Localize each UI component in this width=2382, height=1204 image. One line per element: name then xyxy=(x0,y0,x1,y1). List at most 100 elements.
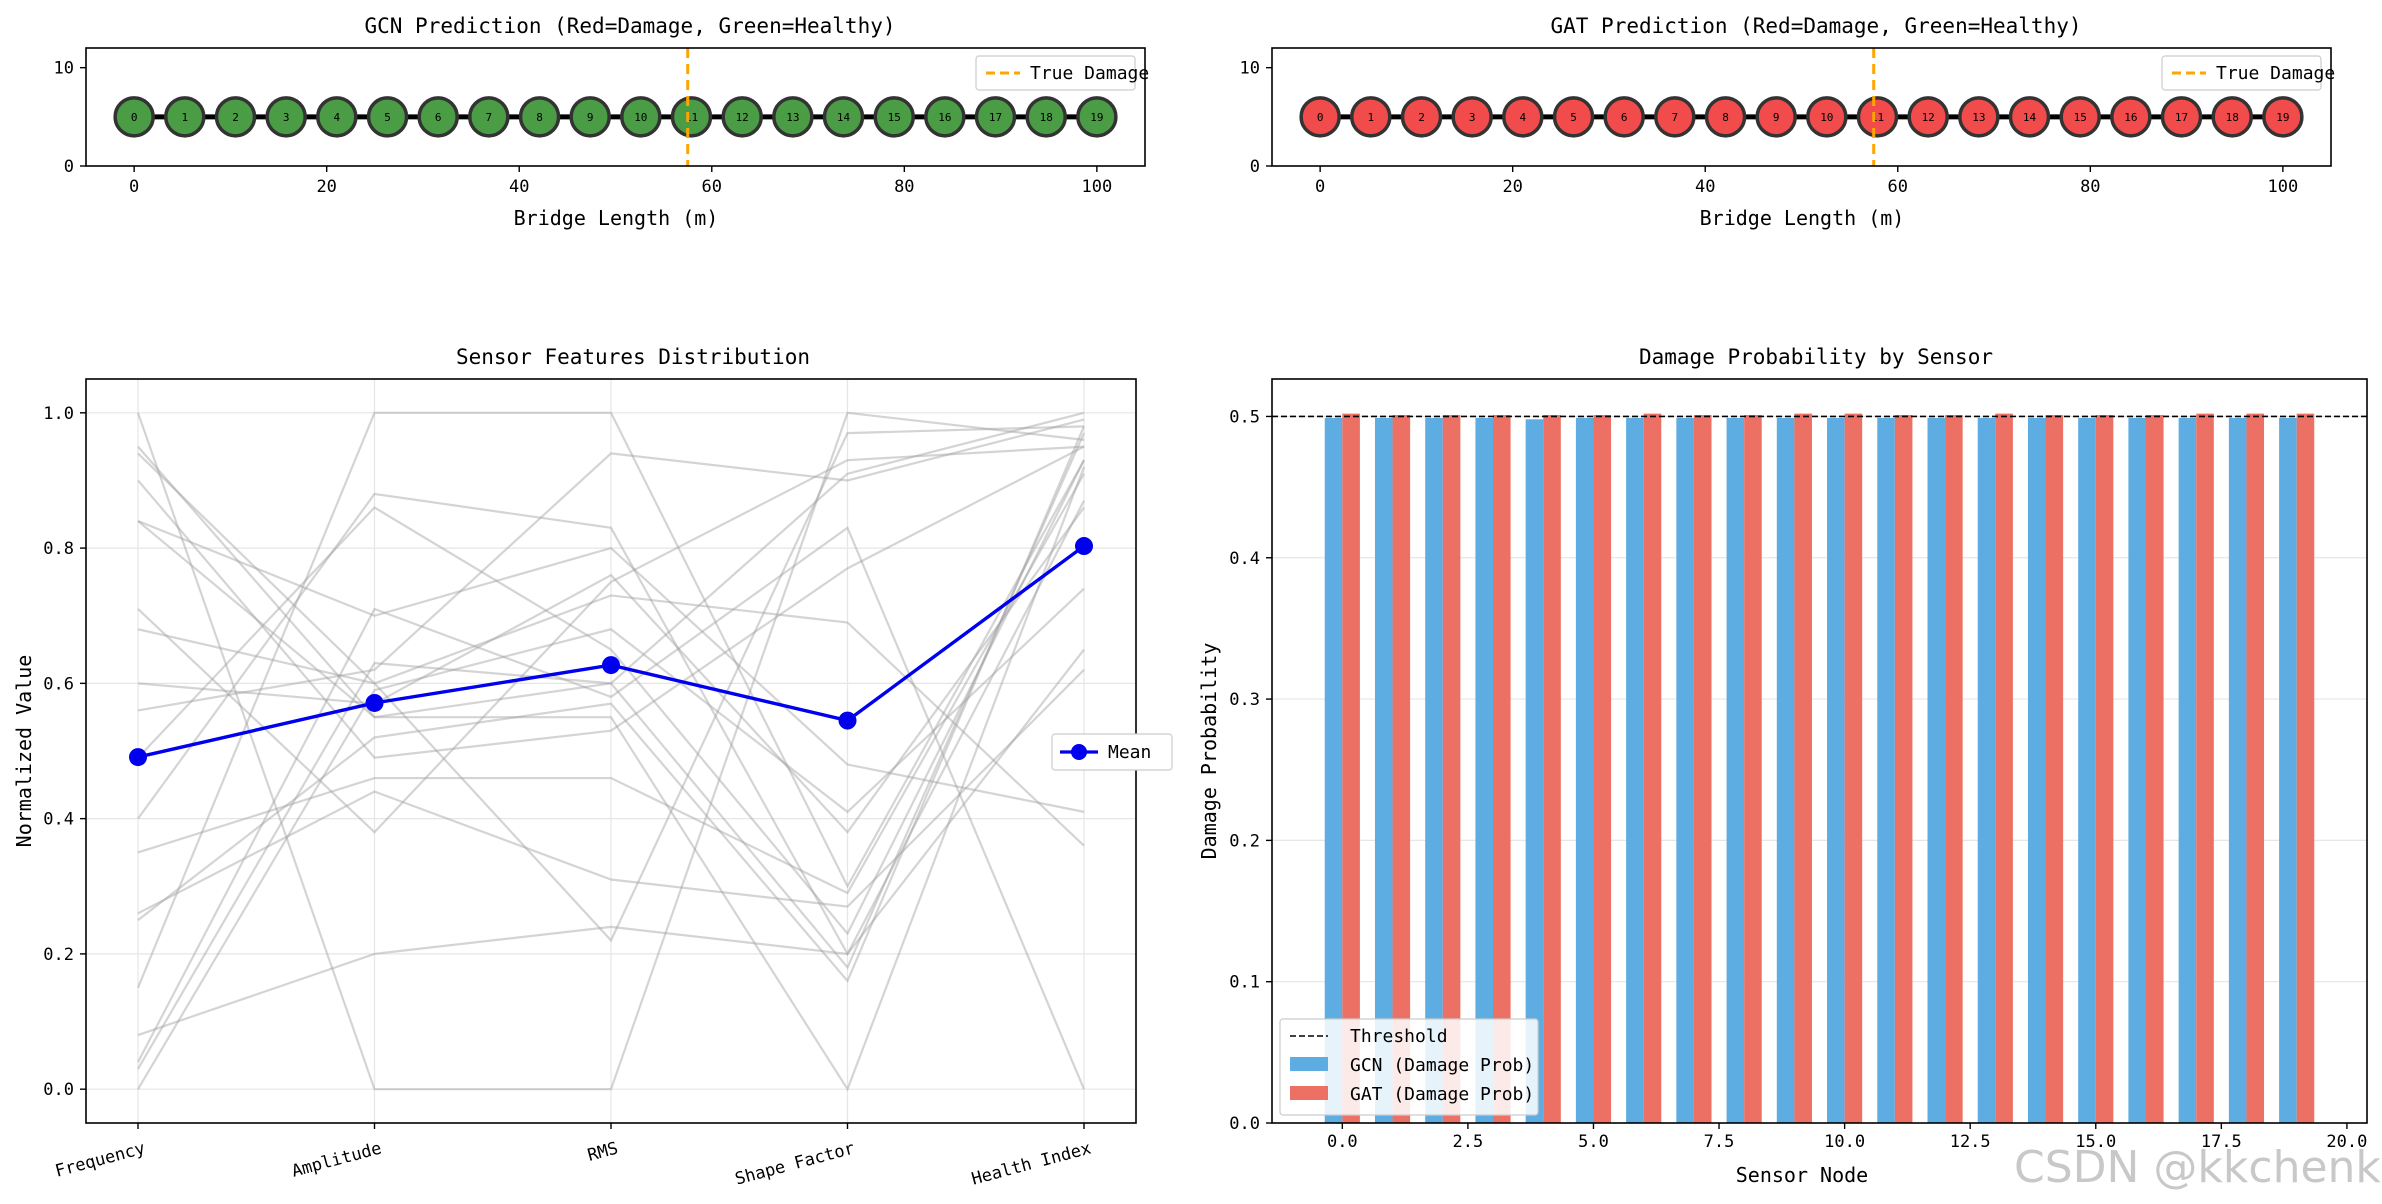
sensor-line-11 xyxy=(137,425,1086,984)
sensor-line-8 xyxy=(137,459,1085,936)
sensor-line-2 xyxy=(137,425,1085,943)
gat-bar-15 xyxy=(2095,415,2114,1123)
gat-node-16 xyxy=(2110,96,2152,138)
gcn-node-14 xyxy=(822,96,865,138)
legend-gat-swatch xyxy=(1290,1086,1328,1100)
gat-bar-8 xyxy=(1744,415,1762,1123)
gat-title: GAT Prediction (Red=Damage, Green=Health… xyxy=(1550,14,2081,38)
gat-node-2 xyxy=(1400,96,1443,138)
legend-gcn: GCN (Damage Prob) xyxy=(1350,1055,1534,1076)
gcn-node-label-12: 12 xyxy=(736,111,749,124)
gcn-bar-1 xyxy=(1374,417,1393,1123)
gcn-node-label-18: 18 xyxy=(1040,111,1053,124)
mean-point-3 xyxy=(838,711,857,730)
gat-bar-4 xyxy=(1543,415,1561,1123)
gcn-xlabel: Bridge Length (m) xyxy=(514,206,719,230)
gcn-title: GCN Prediction (Red=Damage, Green=Health… xyxy=(364,14,895,38)
gat-bar-14 xyxy=(2045,415,2064,1123)
gcn-legend-true-damage: True Damage xyxy=(1030,63,1149,84)
gcn-node-label-8: 8 xyxy=(536,111,543,124)
gcn-node-11 xyxy=(670,96,713,138)
sensor-line-16 xyxy=(137,587,1085,1090)
gcn-xtick-label: 0 xyxy=(129,177,139,197)
gcn-xtick-label: 20 xyxy=(316,177,336,197)
gat-node-label-19: 19 xyxy=(2276,111,2289,124)
probability-ylabel: Damage Probability xyxy=(1197,643,1221,860)
probability-xtick-label: 17.5 xyxy=(2201,1132,2242,1152)
features-legend-mean: Mean xyxy=(1108,742,1151,763)
gcn-bar-16 xyxy=(2128,417,2146,1123)
gat-node-label-12: 12 xyxy=(1922,111,1935,124)
gat-bar-12 xyxy=(1945,415,1963,1123)
gat-prediction-panel: GAT Prediction (Red=Damage, Green=Health… xyxy=(1240,14,2336,230)
gat-node-label-10: 10 xyxy=(1820,111,1833,124)
gat-node-12 xyxy=(1907,96,1949,138)
probability-legend: Threshold GCN (Damage Prob) GAT (Damage … xyxy=(1279,1018,1539,1116)
gcn-node-label-6: 6 xyxy=(435,111,442,124)
gcn-bar-4 xyxy=(1525,419,1544,1123)
probability-xtick-label: 20.0 xyxy=(2326,1132,2367,1152)
features-category-label: RMS xyxy=(585,1139,620,1166)
gat-node-label-3: 3 xyxy=(1469,111,1476,124)
mean-point-0 xyxy=(129,748,147,767)
gcn-node-18 xyxy=(1025,96,1067,138)
gcn-node-label-1: 1 xyxy=(181,111,188,124)
gat-node-label-8: 8 xyxy=(1722,111,1729,124)
gcn-node-3 xyxy=(265,96,307,138)
gcn-bar-0 xyxy=(1324,417,1343,1123)
gat-node-5 xyxy=(1552,96,1595,138)
gat-node-17 xyxy=(2160,96,2203,138)
features-legend: Mean xyxy=(1051,733,1173,771)
gat-node-10 xyxy=(1806,96,1848,138)
gat-xlabel: Bridge Length (m) xyxy=(1700,206,1905,230)
gat-ytick-label: 0 xyxy=(1250,157,1260,177)
gcn-bar-6 xyxy=(1626,417,1644,1123)
gat-node-label-7: 7 xyxy=(1671,111,1678,124)
gcn-bar-9 xyxy=(1776,417,1795,1123)
sensor-features-panel: Sensor Features Distribution 0.0 0.2 0.4 0.… xyxy=(12,345,1173,1190)
gcn-bar-12 xyxy=(1927,417,1946,1123)
probability-title: Damage Probability by Sensor xyxy=(1639,345,1993,369)
gcn-xtick-label: 80 xyxy=(894,177,914,197)
gcn-bar-17 xyxy=(2178,417,2197,1123)
features-category-label: Shape Factor xyxy=(733,1139,857,1190)
gat-node-label-16: 16 xyxy=(2124,111,2137,124)
features-ytick-label: 0.0 xyxy=(43,1080,74,1100)
probability-ytick-label: 0.5 xyxy=(1229,407,1260,427)
gcn-node-1 xyxy=(164,96,206,138)
gat-bar-17 xyxy=(2196,413,2214,1123)
gcn-bar-2 xyxy=(1425,417,1443,1123)
gat-node-11 xyxy=(1856,96,1899,138)
gcn-xtick-label: 40 xyxy=(509,177,529,197)
gat-xtick-label: 0 xyxy=(1315,177,1325,197)
sensor-line-0 xyxy=(136,411,1085,1091)
legend-threshold: Threshold xyxy=(1350,1026,1448,1047)
gat-bar-13 xyxy=(1995,413,2013,1123)
sensor-line-13 xyxy=(137,648,1085,1037)
probability-xtick-label: 0.0 xyxy=(1327,1132,1358,1152)
sensor-line-15 xyxy=(137,432,1086,1070)
sensor-line-4 xyxy=(137,520,1085,813)
gat-node-label-15: 15 xyxy=(2074,111,2087,124)
gcn-node-label-13: 13 xyxy=(786,111,799,124)
gat-xtick-label: 20 xyxy=(1502,177,1522,197)
probability-ytick-label: 0.3 xyxy=(1229,690,1260,710)
damage-probability-panel: Damage Probability by Sensor 0.0 0.1 0.2 0.… xyxy=(1197,345,2368,1187)
gcn-node-label-4: 4 xyxy=(333,111,340,124)
probability-xtick-label: 10.0 xyxy=(1824,1132,1865,1152)
gcn-node-4 xyxy=(316,96,358,138)
gat-node-19 xyxy=(2262,96,2304,138)
gat-node-1 xyxy=(1350,96,1392,138)
gat-node-18 xyxy=(2211,96,2253,138)
gcn-bar-3 xyxy=(1475,417,1494,1123)
gat-node-9 xyxy=(1755,96,1797,138)
sensor-line-10 xyxy=(137,669,1085,915)
gat-bar-1 xyxy=(1392,415,1411,1123)
probability-ytick-label: 0.0 xyxy=(1229,1114,1260,1134)
sensor-line-14 xyxy=(137,526,1086,1090)
gat-node-7 xyxy=(1654,96,1696,138)
gcn-node-label-9: 9 xyxy=(587,111,594,124)
features-ytick-label: 1.0 xyxy=(43,404,74,424)
gcn-xtick-label: 100 xyxy=(1082,177,1113,197)
